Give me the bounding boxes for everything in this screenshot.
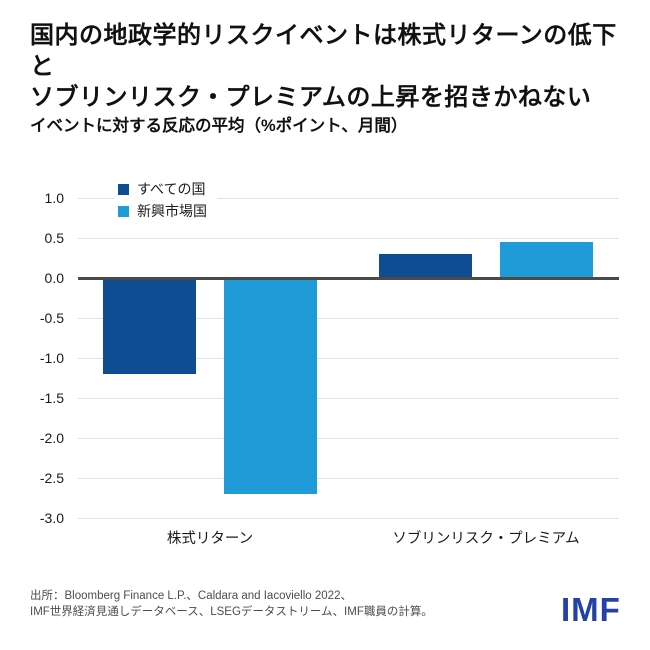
bar-s1-c1 bbox=[500, 242, 593, 278]
gridline bbox=[78, 518, 619, 519]
gridline bbox=[78, 318, 619, 319]
chart-title-line1: 国内の地政学的リスクイベントは株式リターンの低下と bbox=[30, 22, 617, 80]
legend-label: 新興市場国 bbox=[137, 203, 207, 219]
y-tick-label: 0.5 bbox=[44, 230, 64, 246]
chart-legend: すべての国新興市場国 bbox=[114, 176, 217, 224]
imf-logo: IMF bbox=[561, 591, 621, 628]
gridline bbox=[78, 358, 619, 359]
y-tick-label: 1.0 bbox=[44, 190, 64, 206]
gridline bbox=[78, 198, 619, 199]
chart-title: 国内の地政学的リスクイベントは株式リターンの低下と ソブリンリスク・プレミアムの… bbox=[30, 20, 630, 113]
y-tick-label: -2.5 bbox=[39, 470, 64, 486]
y-tick-label: -3.0 bbox=[39, 510, 64, 526]
x-category-label: 株式リターン bbox=[166, 531, 254, 547]
legend-swatch bbox=[118, 183, 129, 195]
legend-label: すべての国 bbox=[137, 181, 206, 197]
source-line1: 出所：Bloomberg Finance L.P.、Caldara and Ia… bbox=[30, 590, 352, 602]
legend-item: すべての国 bbox=[118, 178, 207, 200]
legend-item: 新興市場国 bbox=[118, 200, 207, 222]
y-tick-label: -1.5 bbox=[39, 390, 64, 406]
chart-subtitle: イベントに対する反応の平均（%ポイント、月間） bbox=[30, 117, 408, 135]
y-tick-label: -2.0 bbox=[39, 430, 64, 446]
source-line2: IMF世界経済見通しデータベース、LSEGデータストリーム、IMF職員の計算。 bbox=[30, 605, 433, 618]
gridline bbox=[78, 238, 619, 239]
source-note: 出所：Bloomberg Finance L.P.、Caldara and Ia… bbox=[30, 589, 530, 620]
x-category-label: ソブリンリスク・プレミアム bbox=[392, 531, 580, 547]
bar-s0-c0 bbox=[103, 278, 196, 374]
chart-title-line2: ソブリンリスク・プレミアムの上昇を招きかねない bbox=[30, 84, 592, 111]
gridline bbox=[78, 438, 619, 439]
zero-axis-line bbox=[78, 276, 619, 280]
y-tick-label: -1.0 bbox=[39, 350, 64, 366]
gridline bbox=[78, 398, 619, 399]
bar-s0-c1 bbox=[379, 254, 472, 278]
legend-swatch bbox=[118, 205, 129, 217]
y-tick-label: 0.0 bbox=[44, 270, 64, 286]
gridline bbox=[78, 478, 619, 479]
bar-s1-c0 bbox=[224, 278, 317, 494]
y-tick-label: -0.5 bbox=[39, 310, 64, 326]
